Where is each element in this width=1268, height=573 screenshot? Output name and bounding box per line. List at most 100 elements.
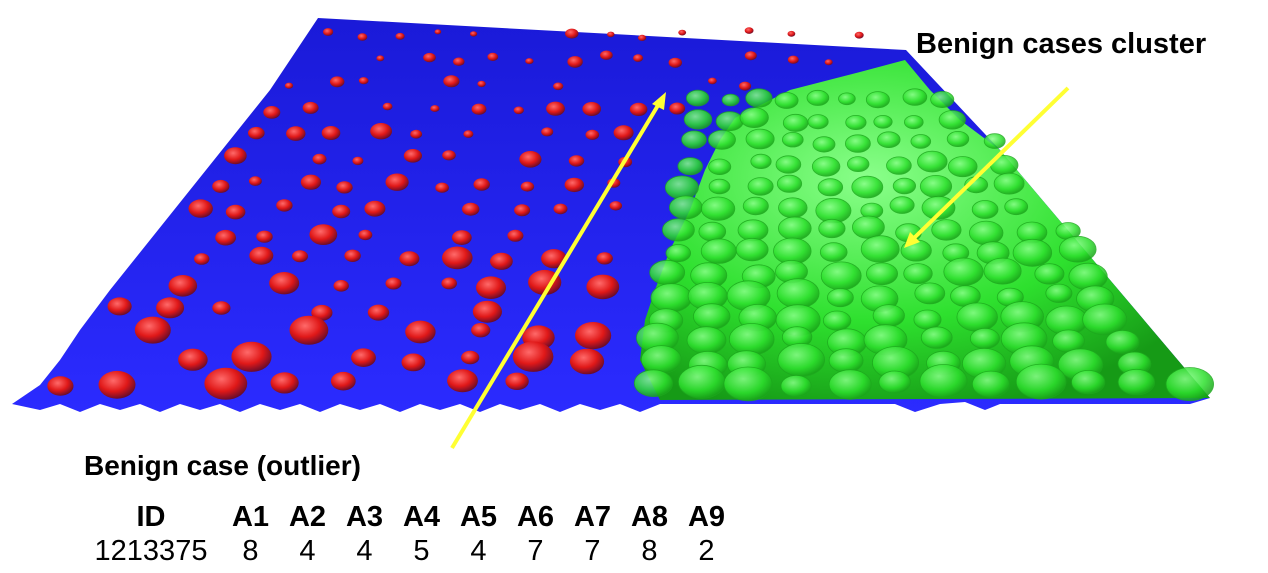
malignant-bump xyxy=(188,199,213,218)
header-a1: A1 xyxy=(231,501,270,533)
benign-cell xyxy=(852,215,885,239)
malignant-bump xyxy=(231,341,272,372)
benign-cell xyxy=(1071,369,1106,395)
benign-cell xyxy=(819,242,848,262)
header-a6: A6 xyxy=(516,501,555,533)
malignant-bump xyxy=(442,150,456,161)
benign-cell xyxy=(745,88,773,108)
malignant-bump xyxy=(553,82,564,91)
benign-cell xyxy=(946,130,970,147)
malignant-bump xyxy=(787,55,799,64)
malignant-bump xyxy=(225,204,246,220)
cell-a4: 5 xyxy=(413,535,430,567)
malignant-bump xyxy=(263,106,281,119)
benign-cell xyxy=(782,113,809,132)
malignant-bump xyxy=(376,55,385,62)
benign-cell xyxy=(971,200,999,219)
malignant-bump xyxy=(471,103,487,115)
benign-cell xyxy=(721,93,740,107)
malignant-bump xyxy=(344,249,361,262)
benign-cell xyxy=(969,327,1000,350)
benign-cell xyxy=(1058,235,1097,263)
benign-cell xyxy=(1034,263,1065,285)
malignant-bump xyxy=(586,274,620,300)
benign-cell xyxy=(919,364,968,399)
malignant-bump xyxy=(215,229,237,246)
benign-cell xyxy=(817,178,844,197)
benign-cell xyxy=(920,326,953,349)
malignant-bump xyxy=(269,272,300,295)
benign-cell xyxy=(873,115,893,129)
malignant-bump xyxy=(423,52,436,63)
malignant-bump xyxy=(156,297,185,319)
benign-cell xyxy=(1004,198,1029,216)
benign-cell xyxy=(698,221,727,242)
benign-cell xyxy=(892,177,917,195)
benign-cell xyxy=(931,219,962,241)
benign-cell xyxy=(681,130,707,149)
cell-a8: 8 xyxy=(641,535,658,567)
benign-cell xyxy=(750,153,772,169)
benign-cell xyxy=(1068,262,1108,291)
malignant-bump xyxy=(289,315,329,345)
cell-id: 1213375 xyxy=(94,535,208,567)
benign-cell xyxy=(820,261,862,291)
malignant-bump xyxy=(442,246,473,270)
malignant-bump xyxy=(461,350,480,365)
malignant-bump xyxy=(401,353,426,372)
malignant-bump xyxy=(824,59,833,66)
malignant-bump xyxy=(490,252,513,270)
malignant-bump xyxy=(476,276,506,300)
benign-cell xyxy=(747,177,774,196)
benign-cell xyxy=(807,114,829,130)
header-a9: A9 xyxy=(687,501,726,533)
malignant-bump xyxy=(546,101,565,116)
malignant-bump xyxy=(358,229,373,241)
benign-cell xyxy=(886,156,912,175)
malignant-bump xyxy=(357,33,368,41)
malignant-bump xyxy=(300,174,321,190)
malignant-bump xyxy=(311,304,333,321)
benign-cell xyxy=(777,216,812,241)
malignant-bump xyxy=(462,202,480,216)
cell-a5: 4 xyxy=(470,535,487,567)
malignant-bump xyxy=(256,230,273,243)
benign-cell xyxy=(1015,363,1067,400)
cell-a3: 4 xyxy=(356,535,373,567)
benign-cell xyxy=(889,196,915,214)
benign-cell xyxy=(956,302,998,332)
benign-cell xyxy=(847,156,870,173)
benign-cell xyxy=(1045,283,1073,303)
benign-cell xyxy=(708,178,731,195)
malignant-bump xyxy=(512,341,554,372)
benign-cell xyxy=(913,309,942,330)
benign-cell xyxy=(649,259,686,286)
malignant-bump xyxy=(541,249,567,269)
malignant-bump xyxy=(336,181,353,194)
malignant-bump xyxy=(669,102,686,115)
benign-cell xyxy=(910,134,932,149)
malignant-bump xyxy=(405,320,436,344)
malignant-bump xyxy=(330,371,356,391)
benign-cell xyxy=(683,109,713,130)
benign-cell xyxy=(662,218,695,242)
malignant-bump xyxy=(582,102,601,116)
malignant-bump xyxy=(744,27,754,34)
benign-cell xyxy=(775,155,802,174)
malignant-bump xyxy=(553,203,568,215)
benign-cell xyxy=(860,235,900,263)
header-a5: A5 xyxy=(459,501,498,533)
malignant-bump xyxy=(351,348,376,368)
malignant-bump xyxy=(270,372,299,394)
benign-cell xyxy=(921,195,956,220)
malignant-bump xyxy=(854,31,864,39)
table-header-row: ID A1 A2 A3 A4 A5 A6 A7 A8 A9 xyxy=(80,500,735,534)
benign-cell xyxy=(993,172,1025,195)
benign-cell xyxy=(902,88,928,106)
benign-cell xyxy=(971,370,1010,398)
benign-cell xyxy=(983,257,1022,285)
benign-cell xyxy=(728,323,775,356)
malignant-bump xyxy=(564,177,584,193)
malignant-bump xyxy=(382,102,393,111)
